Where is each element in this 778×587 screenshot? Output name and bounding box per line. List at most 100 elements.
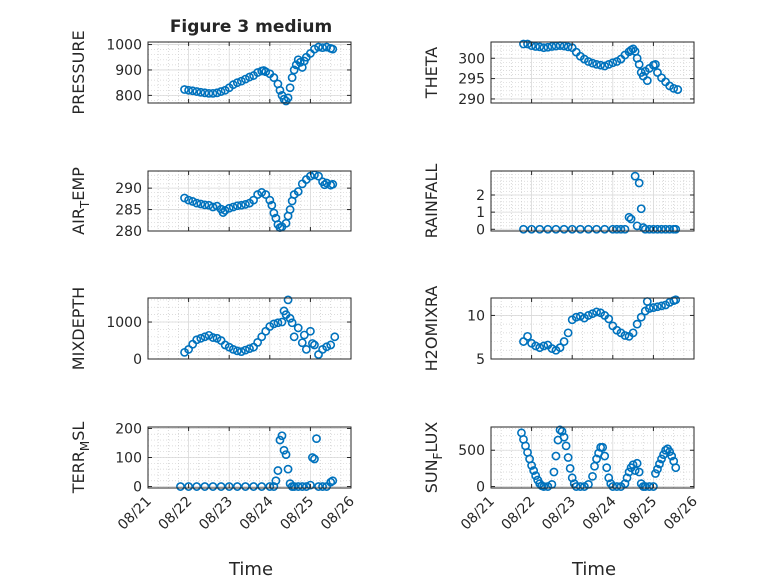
data-point	[567, 224, 577, 234]
axes-box	[147, 41, 352, 104]
data-point	[600, 61, 610, 71]
data-point	[651, 469, 660, 478]
data-point	[669, 83, 679, 93]
y-tick-label: 280	[115, 224, 142, 240]
x-axis-label-left: Time	[228, 559, 273, 580]
data-point	[584, 57, 593, 66]
data-point	[551, 224, 561, 234]
data-point	[592, 307, 601, 317]
subplot-1: 800 900 1000 PRESSURE	[69, 30, 352, 115]
data-point	[289, 482, 299, 491]
data-point	[604, 314, 614, 324]
subplot-3: 280 285 290 AIRTEMP	[69, 167, 352, 240]
data-point	[326, 477, 336, 487]
data-point	[604, 59, 614, 69]
data-point	[295, 57, 305, 67]
axes-box	[147, 170, 352, 232]
x-tick-label: 08/26	[318, 493, 358, 533]
data-point	[228, 344, 238, 354]
data-point	[634, 467, 644, 477]
data-point	[261, 190, 271, 199]
data-point	[527, 224, 536, 234]
data-point	[539, 482, 549, 491]
data-point	[253, 337, 263, 347]
data-point	[320, 180, 330, 190]
data-point	[575, 482, 585, 491]
data-point	[293, 187, 303, 196]
data-point	[176, 482, 185, 491]
data-point	[655, 459, 664, 469]
data-point	[575, 224, 585, 234]
y-tick-label: 2	[476, 188, 485, 204]
data-point	[661, 445, 670, 455]
subplot-4: 012 RAINFALL	[422, 164, 695, 238]
data-point	[200, 88, 210, 98]
data-point	[308, 453, 317, 462]
data-point	[265, 195, 275, 205]
x-tick-label: 08/25	[277, 494, 317, 534]
data-point	[519, 39, 528, 49]
axes-box	[147, 297, 352, 360]
axes-box	[490, 426, 695, 489]
data-point	[236, 200, 246, 210]
data-point	[519, 224, 528, 234]
data-point	[549, 467, 559, 477]
axes-box	[490, 41, 695, 104]
x-tick-label: 08/22	[156, 494, 196, 534]
data-point	[273, 318, 283, 328]
data-point	[653, 464, 662, 474]
subplot-8: 08/21 08/22 08/23 08/24 08/25 08/26 0 500 SUNFLU…	[422, 422, 701, 534]
data-point	[273, 466, 283, 475]
y-tick-label: 0	[476, 480, 485, 496]
data-point	[588, 58, 597, 68]
data-point	[539, 341, 549, 351]
data-point	[651, 59, 660, 69]
data-point	[184, 482, 193, 491]
data-point	[657, 301, 666, 311]
x-tick-label: 08/22	[499, 494, 539, 534]
data-point	[624, 467, 634, 477]
data-point	[616, 224, 626, 234]
data-point	[293, 482, 303, 491]
y-tick-label: 200	[115, 421, 142, 437]
data-point	[275, 85, 285, 95]
data-point	[283, 464, 293, 474]
data-point	[596, 60, 606, 70]
x-tick-label: 08/24	[237, 493, 277, 533]
data-point	[285, 313, 295, 323]
data-point	[592, 59, 601, 69]
x-tick-label: 08/23	[196, 494, 236, 534]
data-point	[249, 195, 258, 205]
data-point	[640, 224, 650, 234]
data-point	[620, 224, 630, 234]
y-axis-label: MIXDEPTH	[69, 287, 88, 370]
data-point	[301, 344, 311, 354]
y-axis-label: SUNFLUX	[422, 422, 445, 494]
x-tick-label: 08/21	[458, 494, 498, 534]
data-point	[539, 43, 549, 53]
y-tick-label: 0	[476, 222, 485, 238]
data-point	[575, 311, 585, 321]
data-point	[653, 302, 662, 312]
data-point	[527, 461, 536, 470]
data-point	[236, 347, 246, 357]
y-tick-label: 290	[458, 92, 485, 108]
data-point	[322, 342, 332, 352]
data-point	[188, 86, 198, 96]
data-point	[608, 482, 618, 491]
data-point	[314, 482, 323, 491]
data-point	[561, 441, 571, 451]
y-tick-label: 800	[115, 88, 142, 104]
data-point	[257, 332, 267, 342]
y-tick-label: 290	[115, 181, 142, 197]
data-point	[245, 72, 254, 82]
subplot-7: 08/21 08/22 08/23 08/24 08/25 08/26 0 100 200 TER…	[69, 421, 358, 533]
data-point	[535, 42, 545, 52]
data-point	[588, 471, 597, 481]
data-point	[289, 65, 299, 75]
data-point	[531, 471, 541, 481]
figure-title: Figure 3 medium	[170, 17, 332, 37]
data-point	[598, 442, 608, 452]
